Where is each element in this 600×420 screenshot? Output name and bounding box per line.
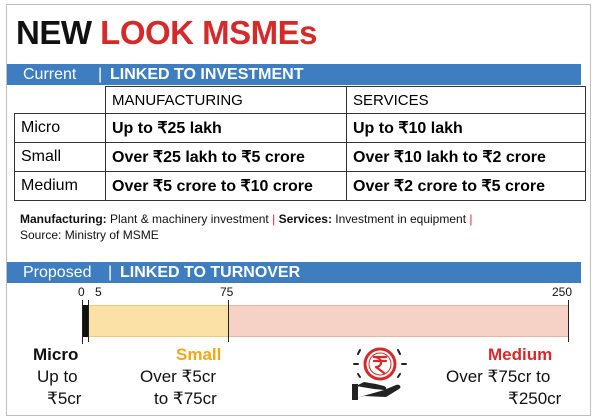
micro-line2: ₹5cr bbox=[47, 389, 82, 408]
medium-name: Medium bbox=[488, 345, 553, 364]
small-segment bbox=[88, 305, 228, 337]
current-label: Current bbox=[23, 66, 77, 83]
table-header-row: MANUFACTURING SERVICES bbox=[14, 86, 586, 114]
current-separator: | bbox=[98, 66, 103, 83]
table-corner-cell bbox=[14, 86, 106, 114]
micro-name: Micro bbox=[33, 345, 79, 364]
row-category: Small bbox=[14, 142, 106, 172]
micro-line1: Up to bbox=[37, 367, 78, 386]
footnote: Manufacturing: Plant & machinery investm… bbox=[20, 211, 580, 243]
note-separator: | bbox=[272, 212, 276, 226]
row-services: Over ₹10 lakh to ₹2 crore bbox=[346, 142, 586, 172]
proposed-separator: | bbox=[108, 264, 113, 281]
rupee-coin-hand-icon bbox=[352, 347, 407, 400]
proposed-section-bar: Proposed | LINKED TO TURNOVER bbox=[7, 262, 581, 283]
row-manufacturing: Up to ₹25 lakh bbox=[105, 113, 347, 143]
header-manufacturing: MANUFACTURING bbox=[105, 86, 347, 114]
small-name: Small bbox=[176, 345, 222, 364]
divider-line-250 bbox=[568, 300, 569, 342]
tick-label-5: 5 bbox=[95, 285, 102, 299]
row-services: Over ₹2 crore to ₹5 crore bbox=[346, 171, 586, 201]
tick-label-0: 0 bbox=[78, 285, 85, 299]
tick-label-75: 75 bbox=[220, 285, 234, 299]
small-line1: Over ₹5cr bbox=[140, 367, 216, 386]
divider-line-0 bbox=[82, 300, 83, 344]
row-category: Micro bbox=[14, 113, 106, 143]
current-section-bar: Current | LINKED TO INVESTMENT bbox=[7, 64, 581, 85]
note-separator-2: | bbox=[469, 212, 473, 226]
proposed-caption: LINKED TO TURNOVER bbox=[120, 264, 301, 281]
divider-line-5 bbox=[88, 300, 89, 342]
divider-line-75 bbox=[228, 300, 229, 342]
tick-label-250: 250 bbox=[552, 285, 573, 299]
row-services: Up to ₹10 lakh bbox=[346, 113, 586, 143]
medium-line2: ₹250cr bbox=[508, 389, 562, 408]
note-manufacturing-text: Plant & machinery investment bbox=[110, 212, 269, 226]
page-title: NEW LOOK MSMEs bbox=[16, 14, 318, 52]
row-manufacturing: Over ₹5 crore to ₹10 crore bbox=[105, 171, 347, 201]
micro-segment bbox=[82, 305, 88, 337]
note-manufacturing-label: Manufacturing: bbox=[20, 212, 107, 226]
medium-segment bbox=[228, 305, 568, 337]
current-caption: LINKED TO INVESTMENT bbox=[110, 66, 304, 83]
small-line2: to ₹75cr bbox=[154, 389, 217, 408]
table-row: Small Over ₹25 lakh to ₹5 crore Over ₹10… bbox=[14, 142, 586, 172]
note-services-label: Services: bbox=[278, 212, 332, 226]
row-category: Medium bbox=[14, 171, 106, 201]
proposed-label: Proposed bbox=[23, 264, 92, 281]
source-note: Source: Ministry of MSME bbox=[20, 228, 159, 242]
title-part2: LOOK MSMEs bbox=[100, 14, 318, 51]
note-services-text: Investment in equipment bbox=[335, 212, 467, 226]
medium-line1: Over ₹75cr to bbox=[446, 367, 551, 386]
table-row: Medium Over ₹5 crore to ₹10 crore Over ₹… bbox=[14, 171, 586, 201]
row-manufacturing: Over ₹25 lakh to ₹5 crore bbox=[105, 142, 347, 172]
title-part1: NEW bbox=[16, 14, 101, 51]
header-services: SERVICES bbox=[346, 86, 586, 114]
current-criteria-table: MANUFACTURING SERVICES Micro Up to ₹25 l… bbox=[14, 86, 586, 201]
table-row: Micro Up to ₹25 lakh Up to ₹10 lakh bbox=[14, 113, 586, 143]
